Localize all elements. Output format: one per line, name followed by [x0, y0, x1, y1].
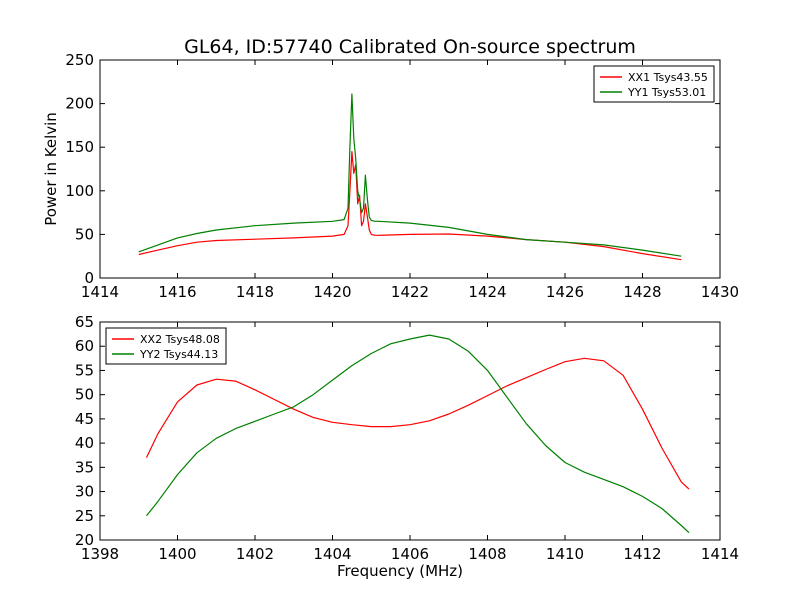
y-tick-label-2-4: 40 — [75, 434, 94, 452]
x-tick-label-2-2: 1402 — [236, 545, 274, 563]
y-tick-label-1-4: 200 — [65, 95, 94, 113]
x-tick-label-1-7: 1428 — [623, 283, 661, 301]
x-tick-label-1-8: 1430 — [701, 283, 739, 301]
legend-1: XX1 Tsys43.55 YY1 Tsys53.01 — [593, 65, 715, 103]
y-tick-label-2-2: 30 — [75, 483, 94, 501]
series-line-2-2 — [146, 334, 690, 534]
x-axis-label-2: Frequency (MHz) — [337, 562, 463, 580]
x-tick-label-1-5: 1424 — [468, 283, 506, 301]
x-tick-label-2-4: 1406 — [391, 545, 429, 563]
chart-title: GL64, ID:57740 Calibrated On-source spec… — [184, 36, 636, 58]
y-tick-label-1-0: 0 — [84, 269, 94, 287]
legend-label-1-2: YY1 Tsys53.01 — [627, 86, 706, 99]
y-tick-label-1-5: 250 — [65, 51, 94, 69]
y-tick-label-2-6: 50 — [75, 386, 94, 404]
x-tick-label-2-3: 1404 — [313, 545, 351, 563]
y-tick-label-2-1: 25 — [75, 507, 94, 525]
y-tick-label-2-7: 55 — [75, 361, 94, 379]
legend-label-2-1: XX2 Tsys48.08 — [140, 333, 220, 346]
y-tick-label-1-2: 100 — [65, 182, 94, 200]
y-tick-label-2-8: 60 — [75, 337, 94, 355]
chart-panel-1: 1414 1416 1418 1420 1422 1424 1426 1428 1430 0 50 1… — [42, 51, 739, 301]
x-tick-label-2-6: 1410 — [546, 545, 584, 563]
x-tick-label-1-3: 1420 — [313, 283, 351, 301]
x-tick-label-1-4: 1422 — [391, 283, 429, 301]
x-tick-label-1-1: 1416 — [158, 283, 196, 301]
x-tick-label-2-8: 1414 — [701, 545, 739, 563]
y-tick-label-2-3: 35 — [75, 458, 94, 476]
y-tick-label-1-1: 50 — [75, 225, 94, 243]
x-tick-label-1-6: 1426 — [546, 283, 584, 301]
x-tick-label-2-0: 1398 — [81, 545, 119, 563]
series-line-1-1 — [138, 151, 682, 261]
legend-label-2-2: YY2 Tsys44.13 — [139, 348, 218, 361]
x-tick-label-2-1: 1400 — [158, 545, 196, 563]
x-tick-label-2-5: 1408 — [468, 545, 506, 563]
y-tick-label-2-9: 65 — [75, 313, 94, 331]
y-axis-label-1: Power in Kelvin — [42, 112, 60, 226]
x-tick-label-1-2: 1418 — [236, 283, 274, 301]
chart-panel-2: 1398 1400 1402 1404 1406 1408 1410 1412 1414 20 25… — [75, 313, 739, 580]
x-tick-label-2-7: 1412 — [623, 545, 661, 563]
series-line-2-1 — [145, 357, 690, 490]
series-line-1-2 — [138, 93, 682, 257]
y-tick-label-2-5: 45 — [75, 410, 94, 428]
x-tick-label-1-0: 1414 — [81, 283, 119, 301]
legend-2: XX2 Tsys48.08 YY2 Tsys44.13 — [105, 327, 227, 365]
legend-box-2 — [105, 327, 227, 365]
y-tick-label-1-3: 150 — [65, 138, 94, 156]
legend-label-1-1: XX1 Tsys43.55 — [628, 71, 708, 84]
y-tick-label-2-0: 20 — [75, 531, 94, 549]
legend-box-1 — [593, 65, 715, 103]
